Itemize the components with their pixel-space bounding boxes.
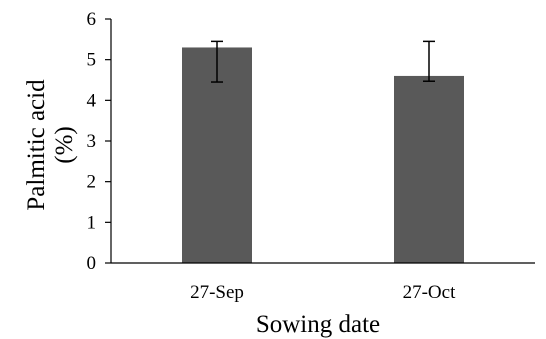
y-axis-title: Palmitic acid (%) [23, 79, 78, 211]
error-bars [211, 40, 435, 83]
y-tick-label: 1 [87, 212, 97, 233]
y-tick-labels: 0 1 2 3 4 5 6 [87, 9, 111, 274]
error-bar-27-sep [211, 40, 223, 83]
bar-27-oct [394, 75, 464, 263]
y-tick-label: 0 [87, 253, 97, 274]
y-tick-label: 3 [87, 131, 97, 152]
error-bar-27-oct [423, 40, 435, 82]
y-axis-title-line-1: Palmitic acid [23, 79, 50, 211]
y-tick-label: 2 [87, 172, 97, 193]
bar-27-sep [182, 47, 252, 263]
x-tick-labels: 27-Sep 27-Oct [190, 282, 456, 303]
y-tick-label: 4 [87, 90, 97, 111]
bars [182, 47, 464, 263]
x-tick-label: 27-Sep [190, 282, 244, 303]
y-axis-title-line-2: (%) [51, 126, 78, 163]
y-tick-label: 6 [87, 9, 97, 30]
y-tick-label: 5 [87, 50, 97, 71]
x-axis-title: Sowing date [256, 311, 380, 338]
x-tick-label: 27-Oct [403, 282, 456, 303]
